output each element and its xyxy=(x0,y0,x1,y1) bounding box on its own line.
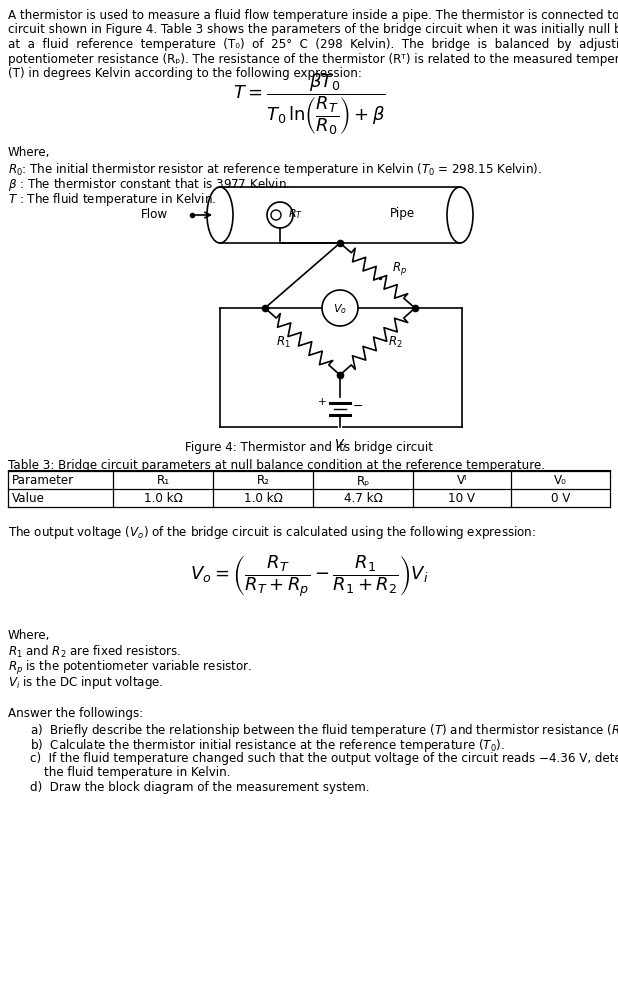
Text: $\beta$ : The thermistor constant that is 3977 Kelvin.: $\beta$ : The thermistor constant that i… xyxy=(8,176,290,193)
Text: 10 V: 10 V xyxy=(449,492,475,505)
Text: +: + xyxy=(318,396,327,406)
Text: $R_0$: The initial thermistor resistor at reference temperature in Kelvin ($T_0$: $R_0$: The initial thermistor resistor a… xyxy=(8,160,542,178)
Text: V₀: V₀ xyxy=(554,474,567,487)
Text: $R_p$ is the potentiometer variable resistor.: $R_p$ is the potentiometer variable resi… xyxy=(8,658,252,676)
Text: Rₚ: Rₚ xyxy=(357,474,370,487)
Text: (T) in degrees Kelvin according to the following expression:: (T) in degrees Kelvin according to the f… xyxy=(8,67,362,80)
Text: $T = \dfrac{\beta T_0}{T_0\,\ln\!\left(\dfrac{R_T}{R_0}\right) + \beta}$: $T = \dfrac{\beta T_0}{T_0\,\ln\!\left(\… xyxy=(232,71,386,136)
Text: Where,: Where, xyxy=(8,628,51,641)
Text: Flow: Flow xyxy=(141,208,168,221)
Text: Parameter: Parameter xyxy=(12,474,74,487)
Text: Answer the followings:: Answer the followings: xyxy=(8,706,143,719)
Text: −: − xyxy=(353,399,363,412)
Text: Where,: Where, xyxy=(8,145,51,158)
Text: $R_1$ and $R_2$ are fixed resistors.: $R_1$ and $R_2$ are fixed resistors. xyxy=(8,643,181,659)
Text: $R_p$: $R_p$ xyxy=(391,260,407,277)
Text: the fluid temperature in Kelvin.: the fluid temperature in Kelvin. xyxy=(44,765,231,778)
Text: $V_i$ is the DC input voltage.: $V_i$ is the DC input voltage. xyxy=(8,673,164,690)
Text: Pipe: Pipe xyxy=(390,207,415,220)
Text: $R_1$: $R_1$ xyxy=(276,335,290,350)
Text: $R_T$: $R_T$ xyxy=(288,207,303,221)
Text: a)  Briefly describe the relationship between the fluid temperature ($T$) and th: a) Briefly describe the relationship bet… xyxy=(30,721,618,738)
Text: $R_2$: $R_2$ xyxy=(387,335,402,350)
Text: R₁: R₁ xyxy=(156,474,169,487)
Text: Table 3: Bridge circuit parameters at null balance condition at the reference te: Table 3: Bridge circuit parameters at nu… xyxy=(8,458,545,471)
Text: R₂: R₂ xyxy=(256,474,269,487)
Text: $V_o$: $V_o$ xyxy=(333,302,347,316)
Text: Vᴵ: Vᴵ xyxy=(457,474,467,487)
Text: $T$ : The fluid temperature in Kelvin.: $T$ : The fluid temperature in Kelvin. xyxy=(8,191,216,208)
Text: 4.7 kΩ: 4.7 kΩ xyxy=(344,492,383,505)
Text: 1.0 kΩ: 1.0 kΩ xyxy=(143,492,182,505)
Text: $V_i$: $V_i$ xyxy=(334,437,347,452)
Text: 0 V: 0 V xyxy=(551,492,570,505)
Text: d)  Draw the block diagram of the measurement system.: d) Draw the block diagram of the measure… xyxy=(30,780,370,793)
Text: The output voltage ($V_o$) of the bridge circuit is calculated using the followi: The output voltage ($V_o$) of the bridge… xyxy=(8,524,536,541)
Text: $V_o = \left(\dfrac{R_T}{R_T + R_p} - \dfrac{R_1}{R_1 + R_2}\right)V_i$: $V_o = \left(\dfrac{R_T}{R_T + R_p} - \d… xyxy=(190,553,428,598)
Text: Value: Value xyxy=(12,492,45,505)
Text: at  a  fluid  reference  temperature  (T₀)  of  25°  C  (298  Kelvin).  The  bri: at a fluid reference temperature (T₀) of… xyxy=(8,38,618,51)
Text: potentiometer resistance (Rₚ). The resistance of the thermistor (Rᵀ) is related : potentiometer resistance (Rₚ). The resis… xyxy=(8,52,618,65)
Text: b)  Calculate the thermistor initial resistance at the reference temperature ($T: b) Calculate the thermistor initial resi… xyxy=(30,736,505,753)
Text: Figure 4: Thermistor and its bridge circuit: Figure 4: Thermistor and its bridge circ… xyxy=(185,440,433,453)
Circle shape xyxy=(322,291,358,327)
Text: 1.0 kΩ: 1.0 kΩ xyxy=(243,492,282,505)
Text: c)  If the fluid temperature changed such that the output voltage of the circuit: c) If the fluid temperature changed such… xyxy=(30,751,618,764)
Text: circuit shown in Figure 4. Table 3 shows the parameters of the bridge circuit wh: circuit shown in Figure 4. Table 3 shows… xyxy=(8,23,618,36)
Text: A thermistor is used to measure a fluid flow temperature inside a pipe. The ther: A thermistor is used to measure a fluid … xyxy=(8,9,618,22)
